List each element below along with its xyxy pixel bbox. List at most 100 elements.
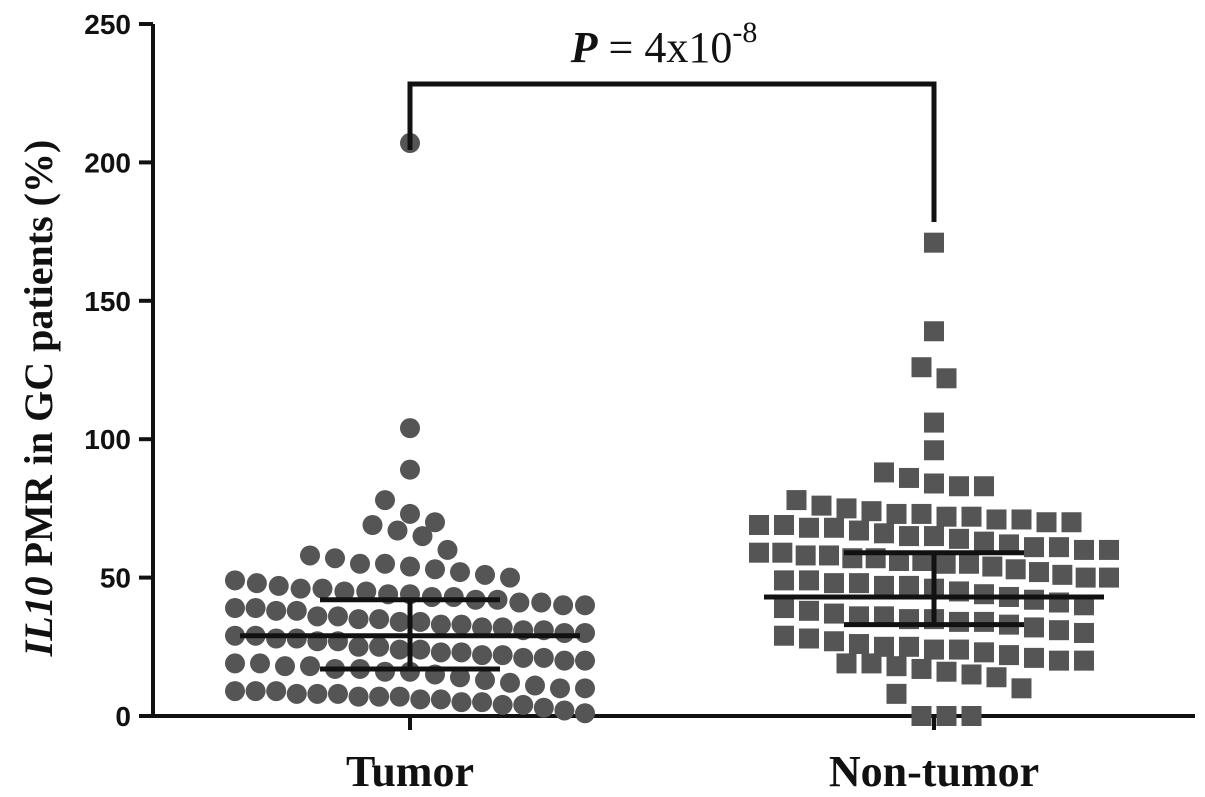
- tumor-point: [225, 653, 245, 674]
- nontumor-point: [774, 515, 794, 536]
- tumor-point: [410, 689, 431, 710]
- nontumor-point: [772, 542, 793, 563]
- nontumor-point: [936, 706, 957, 726]
- tumor-point: [389, 686, 410, 707]
- tumor-point: [389, 611, 410, 632]
- nontumor-point: [824, 517, 844, 538]
- tumor-point: [500, 672, 520, 693]
- tumor-point: [531, 592, 552, 613]
- nontumor-point: [836, 653, 857, 674]
- nontumor-point: [924, 639, 944, 660]
- nontumor-point: [924, 440, 944, 461]
- nontumor-point: [1074, 650, 1094, 671]
- tumor-point: [307, 606, 328, 627]
- nontumor-point: [1011, 509, 1032, 530]
- significance-annotation: P = 4x10-8: [407, 16, 937, 222]
- nontumor-point: [1099, 539, 1119, 560]
- nontumor-point: [849, 573, 869, 594]
- tumor-point: [509, 592, 530, 613]
- tumor-point: [266, 600, 287, 621]
- tumor-point: [246, 573, 267, 594]
- nontumor-point: [911, 503, 932, 524]
- error-bars: [240, 550, 1104, 672]
- nontumor-point: [774, 625, 794, 646]
- nontumor-point: [849, 634, 869, 655]
- tumor-point: [225, 598, 245, 619]
- nontumor-point: [886, 503, 907, 524]
- nontumor-point: [999, 645, 1019, 666]
- nontumor-point: [961, 664, 982, 685]
- nontumor-point: [959, 553, 979, 574]
- tumor-point: [348, 609, 369, 630]
- tumor-point: [290, 578, 311, 599]
- tumor-point: [492, 694, 513, 715]
- nontumor-point: [911, 357, 932, 378]
- tumor-point: [375, 553, 395, 574]
- tumor-point: [307, 683, 328, 704]
- nontumor-point: [924, 412, 944, 433]
- tumor-point: [513, 694, 534, 715]
- nontumor-point: [889, 550, 909, 571]
- tumor-point: [312, 578, 333, 599]
- tumor-point: [369, 686, 390, 707]
- nontumor-point: [924, 321, 944, 342]
- nontumor-point: [811, 495, 832, 516]
- nontumor-point: [1024, 589, 1044, 610]
- tumor-point: [369, 609, 390, 630]
- nontumor-point: [874, 575, 894, 596]
- nontumor-point: [912, 550, 933, 571]
- tumor-point: [450, 562, 470, 583]
- y-axis-label: IL10 PMR in GC patients (%): [16, 140, 61, 658]
- nontumor-point: [849, 606, 869, 627]
- tumor-point: [334, 581, 355, 602]
- tumor-point: [410, 611, 431, 632]
- tumor-point: [400, 418, 420, 439]
- nontumor-point: [1024, 647, 1044, 668]
- tumor-point: [286, 600, 307, 621]
- nontumor-point: [935, 553, 956, 574]
- nontumor-point: [799, 517, 819, 538]
- nontumor-point: [949, 476, 969, 497]
- nontumor-point: [819, 545, 839, 566]
- nontumor-point: [1075, 567, 1096, 588]
- p-value-text: = 4x10: [598, 23, 733, 72]
- nontumor-point: [874, 523, 894, 544]
- tumor-point: [348, 686, 369, 707]
- tumor-point: [472, 692, 493, 713]
- nontumor-point: [1074, 539, 1094, 560]
- tumor-point: [245, 598, 266, 619]
- tumor-point: [500, 567, 520, 588]
- tumor-point: [430, 614, 451, 635]
- nontumor-point: [999, 534, 1019, 555]
- nontumor-point: [982, 556, 1003, 577]
- nontumor-point: [949, 611, 969, 632]
- tumor-point: [356, 581, 377, 602]
- tumor-point: [425, 559, 445, 580]
- nontumor-point: [824, 603, 844, 624]
- y-axis-label-rest: PMR in GC patients (%): [16, 140, 61, 577]
- tumor-point: [400, 556, 420, 577]
- nontumor-point: [924, 232, 944, 253]
- tumor-point: [575, 595, 595, 616]
- nontumor-point: [899, 636, 919, 657]
- y-tick-label: 0: [115, 701, 131, 732]
- tumor-point: [268, 575, 289, 596]
- tumor-point: [225, 681, 245, 702]
- nontumor-point: [1049, 650, 1069, 671]
- tumor-point: [575, 622, 595, 643]
- nontumor-point: [1074, 595, 1094, 616]
- y-tick-label: 100: [84, 424, 131, 455]
- tumor-point: [375, 661, 395, 682]
- tumor-point: [375, 490, 395, 511]
- tumor-point: [475, 670, 495, 691]
- tumor-point: [475, 564, 495, 585]
- nontumor-point: [936, 506, 957, 527]
- p-value-exponent: -8: [732, 16, 757, 49]
- tumor-point: [451, 614, 472, 635]
- tumor-point: [430, 642, 451, 663]
- significance-bracket: [407, 81, 937, 222]
- tumor-point: [575, 678, 595, 699]
- tumor-point: [266, 628, 287, 649]
- tumor-point: [450, 667, 470, 688]
